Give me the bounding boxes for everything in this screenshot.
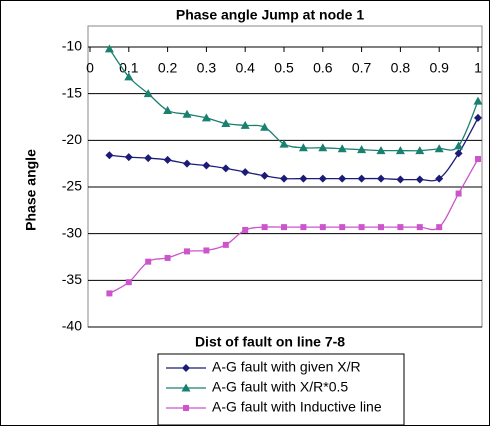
y-tick-label: -15 [62, 84, 82, 100]
marker [106, 290, 113, 297]
marker [145, 258, 152, 265]
marker [415, 146, 425, 155]
marker [124, 72, 134, 81]
marker [221, 119, 231, 128]
marker [181, 383, 191, 392]
marker [242, 226, 249, 233]
x-tick-label: 0.5 [274, 60, 294, 76]
marker [338, 174, 347, 183]
y-tick-label: -30 [62, 224, 82, 240]
marker [144, 154, 153, 163]
marker [358, 224, 365, 231]
marker [474, 113, 482, 122]
marker [183, 159, 191, 168]
marker [378, 224, 384, 231]
marker [143, 89, 153, 98]
marker [318, 174, 327, 183]
marker [260, 122, 270, 131]
marker [436, 224, 443, 231]
marker [203, 247, 210, 254]
marker [124, 153, 133, 162]
marker [377, 174, 385, 183]
marker [300, 224, 307, 231]
marker [299, 174, 308, 183]
marker [319, 224, 326, 231]
marker [337, 144, 347, 153]
marker [163, 105, 173, 114]
legend-label: A-G fault with X/R*0.5 [212, 379, 348, 395]
marker [261, 224, 268, 231]
x-axis-title: Dist of fault on line 7-8 [195, 334, 345, 350]
marker [397, 224, 404, 231]
marker [357, 145, 367, 154]
marker [241, 168, 250, 177]
marker [396, 175, 405, 184]
marker [298, 143, 308, 152]
marker [281, 224, 287, 231]
marker [415, 175, 424, 184]
x-tick-label: 0.4 [235, 60, 255, 76]
marker [376, 146, 386, 155]
marker [416, 224, 423, 231]
marker [164, 254, 171, 261]
marker [163, 155, 172, 164]
x-tick-label: 0.9 [429, 60, 449, 76]
marker [279, 139, 289, 148]
y-axis-title: Phase angle [23, 149, 39, 231]
y-tick-label: -40 [62, 318, 82, 334]
y-tick-label: -10 [62, 38, 82, 54]
x-tick-label: 0 [86, 60, 94, 76]
marker [260, 171, 269, 180]
marker [475, 156, 481, 162]
marker [454, 149, 463, 158]
y-tick-label: -20 [62, 131, 82, 147]
marker [454, 141, 464, 150]
y-tick-label: -35 [62, 271, 82, 287]
marker [240, 120, 250, 129]
legend-box [157, 353, 405, 426]
marker [125, 279, 132, 286]
marker [202, 161, 211, 170]
marker [339, 224, 346, 231]
marker [201, 113, 211, 122]
legend-label: A-G fault with given X/R [212, 359, 361, 375]
marker [183, 405, 189, 411]
marker [105, 151, 114, 160]
marker [182, 109, 192, 118]
marker [435, 174, 444, 183]
marker [221, 164, 230, 173]
marker [455, 190, 462, 197]
marker [357, 174, 366, 183]
marker [280, 174, 288, 183]
marker [104, 44, 114, 53]
marker [395, 146, 405, 155]
marker [222, 241, 229, 248]
marker [182, 364, 190, 372]
marker [473, 96, 483, 105]
marker [184, 248, 190, 255]
y-tick-label: -25 [62, 178, 82, 194]
x-tick-label: 0.7 [352, 60, 372, 76]
marker [318, 143, 328, 152]
x-tick-label: 0.3 [197, 60, 217, 76]
legend-label: A-G fault with Inductive line [212, 399, 382, 415]
marker [434, 144, 444, 153]
x-tick-label: 0.8 [391, 60, 411, 76]
x-tick-label: 1 [474, 60, 482, 76]
chart-title: Phase angle Jump at node 1 [176, 7, 364, 23]
x-tick-label: 0.2 [158, 60, 178, 76]
x-tick-label: 0.6 [313, 60, 333, 76]
